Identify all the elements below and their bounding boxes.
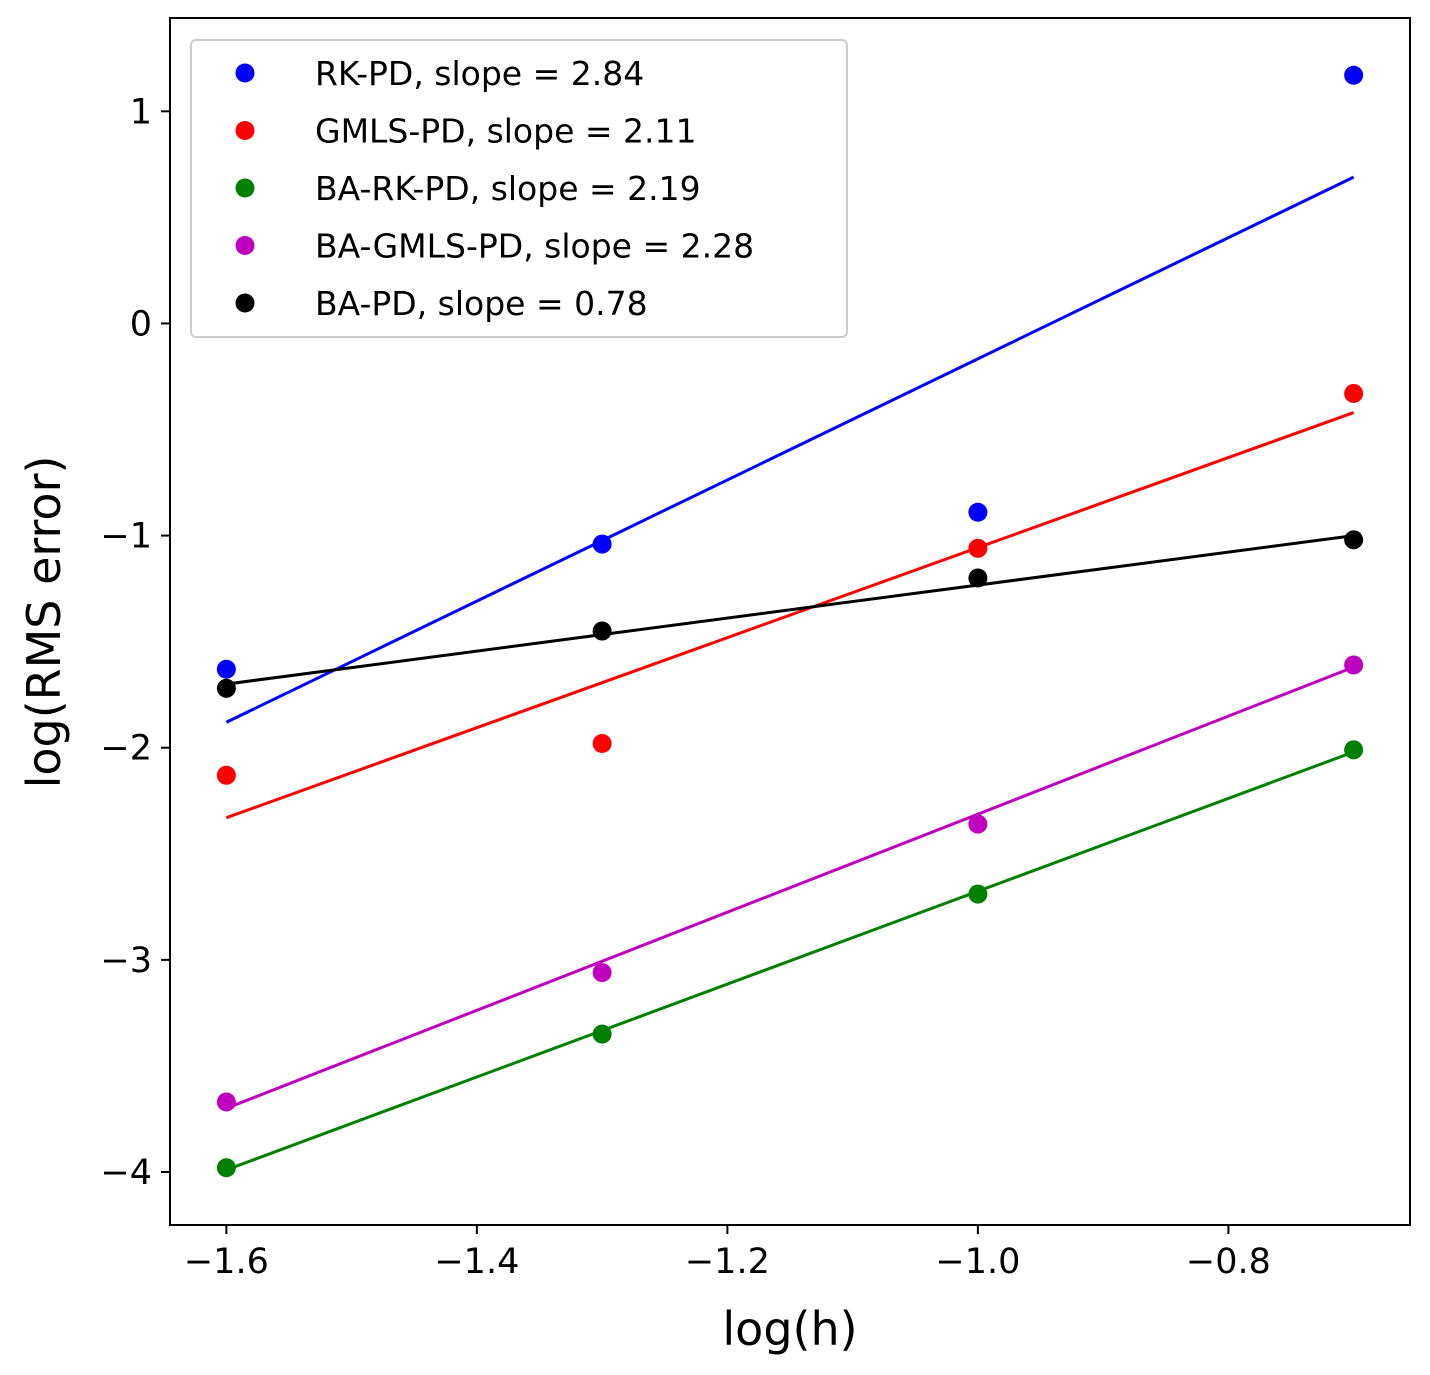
y-tick-label: −2: [100, 729, 152, 769]
data-point: [216, 678, 236, 698]
x-tick-label: −0.8: [1186, 1242, 1271, 1282]
data-point: [216, 659, 236, 679]
data-point: [216, 1092, 236, 1112]
data-point: [216, 1158, 236, 1178]
data-point: [1344, 65, 1364, 85]
data-point: [1344, 740, 1364, 760]
data-point: [592, 1024, 612, 1044]
x-tick-label: −1.4: [434, 1242, 519, 1282]
x-tick-label: −1.2: [685, 1242, 770, 1282]
data-point: [968, 814, 988, 834]
data-point: [968, 538, 988, 558]
data-point: [968, 884, 988, 904]
y-axis-ticks: 1 0 −1 −2 −3 −4: [100, 92, 170, 1193]
y-tick-label: −1: [100, 517, 152, 557]
y-tick-label: −3: [100, 941, 152, 981]
data-point: [1344, 530, 1364, 550]
data-point: [592, 733, 612, 753]
legend-marker: [235, 178, 255, 198]
legend-label: BA-PD, slope = 0.78: [315, 284, 648, 323]
y-tick-label: 0: [130, 304, 152, 344]
data-point: [592, 534, 612, 554]
legend-box: [190, 39, 848, 338]
legend-label: RK-PD, slope = 2.84: [315, 54, 644, 93]
y-tick-label: −4: [100, 1153, 152, 1193]
fit-lines: [225, 175, 1355, 1172]
legend-label: GMLS-PD, slope = 2.11: [315, 112, 696, 151]
x-axis-label: log(h): [722, 1302, 857, 1356]
data-points: [216, 65, 1364, 1178]
fit-line: [225, 750, 1355, 1172]
x-axis-ticks: −1.6 −1.4 −1.2 −1.0 −0.8: [184, 1225, 1271, 1282]
legend-marker: [235, 63, 255, 83]
y-tick-label: 1: [130, 92, 152, 132]
legend-label: BA-RK-PD, slope = 2.19: [315, 169, 701, 208]
data-point: [592, 621, 612, 641]
data-point: [1344, 383, 1364, 403]
data-point: [592, 963, 612, 983]
y-axis-label: log(RMS error): [17, 456, 71, 789]
data-point: [1344, 655, 1364, 675]
data-point: [968, 502, 988, 522]
legend-marker: [235, 293, 255, 313]
legend-label: BA-GMLS-PD, slope = 2.28: [315, 227, 754, 266]
fit-line: [226, 534, 1354, 686]
fit-line: [225, 411, 1355, 820]
data-point: [968, 568, 988, 588]
legend-marker: [235, 121, 255, 140]
data-point: [216, 765, 236, 785]
x-tick-label: −1.6: [184, 1242, 269, 1282]
plot-frame: [169, 17, 1411, 1226]
legend: RK-PD, slope = 2.84 GMLS-PD, slope = 2.11…: [190, 39, 848, 338]
x-tick-label: −1.0: [935, 1242, 1020, 1282]
fit-line: [225, 175, 1355, 724]
legend-marker: [235, 236, 255, 255]
legend-items: RK-PD, slope = 2.84 GMLS-PD, slope = 2.11…: [235, 54, 754, 323]
fit-line: [225, 665, 1355, 1110]
